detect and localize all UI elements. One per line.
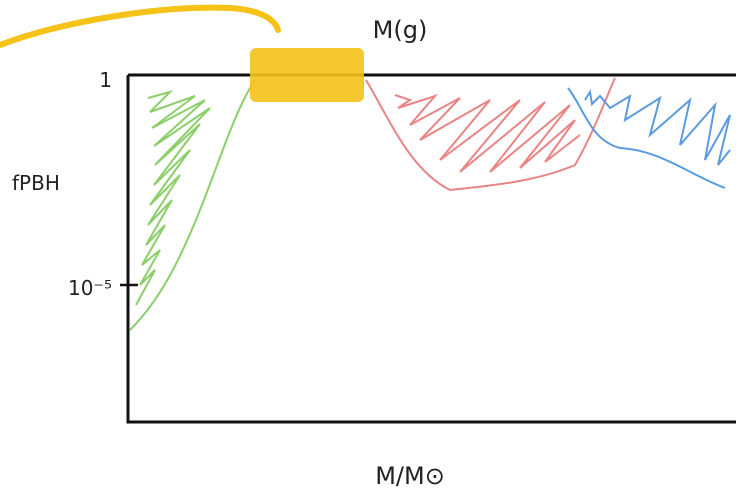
diagram: M(g) 1 10⁻⁵ fPBH M/M⊙ [0,0,736,500]
green-hatch [136,92,210,305]
green-boundary [130,80,255,330]
page: M(g) 1 10⁻⁵ fPBH M/M⊙ (() => { const dat… [0,0,736,500]
highlight-box [250,48,364,102]
red-hatch [395,95,580,172]
y-axis-label: fPBH [12,171,60,195]
top-label: M(g) [373,16,428,44]
y-tick-label: 10⁻⁵ [68,276,112,300]
x-axis-label: M/M⊙ [375,462,445,490]
blue-hatch [585,92,730,165]
y-tick-label: 1 [99,68,112,92]
highlight-stroke [0,8,278,45]
